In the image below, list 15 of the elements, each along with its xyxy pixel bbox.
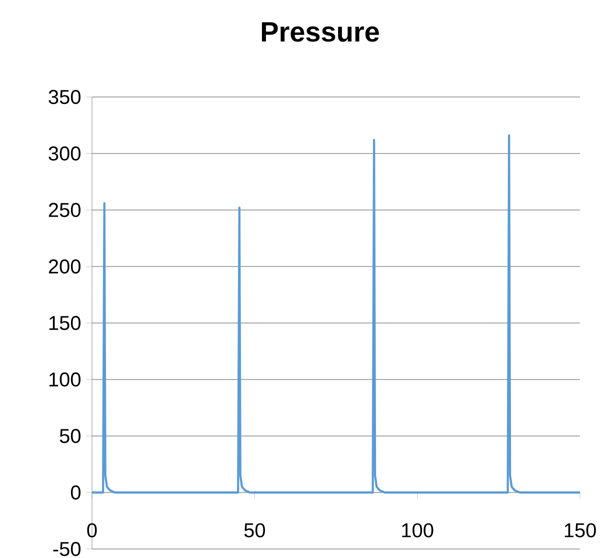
x-tick-label: 0 — [87, 523, 97, 538]
y-tick-label: 350 — [48, 90, 80, 104]
y-tick-label: 200 — [48, 259, 80, 274]
y-tick-label: 100 — [49, 372, 80, 387]
x-tick-label: 150 — [564, 523, 596, 538]
line-series — [90, 134, 582, 494]
y-tick-label: -50 — [53, 542, 80, 556]
x-tick-label: 100 — [402, 523, 434, 538]
chart-title: Pressure — [262, 22, 379, 42]
y-tick-label: 50 — [60, 428, 80, 444]
x-tick-label: 50 — [244, 523, 265, 538]
y-tick-label: 250 — [48, 202, 80, 218]
y-tick-label: 0 — [70, 485, 80, 500]
y-tick-label: 150 — [49, 316, 80, 330]
y-tick-label: 300 — [48, 146, 80, 161]
